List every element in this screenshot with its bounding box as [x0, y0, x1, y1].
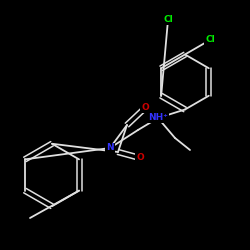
- Text: NH⁺: NH⁺: [148, 114, 168, 122]
- Text: N: N: [106, 144, 114, 152]
- Text: O: O: [141, 104, 149, 112]
- Text: Cl: Cl: [205, 36, 215, 44]
- Text: O: O: [136, 154, 144, 162]
- Text: Cl: Cl: [163, 16, 173, 24]
